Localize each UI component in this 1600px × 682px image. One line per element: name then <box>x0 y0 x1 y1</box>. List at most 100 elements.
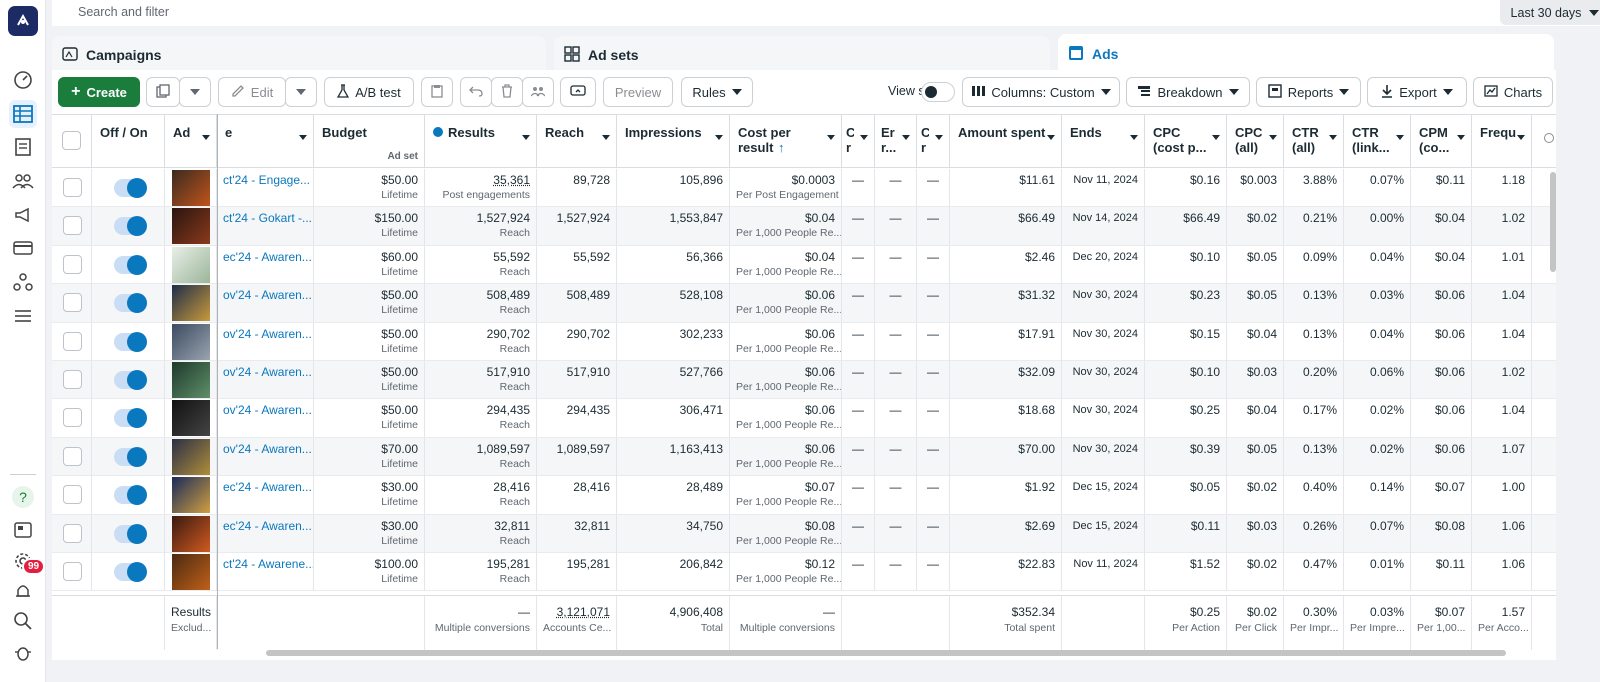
charts-button[interactable]: Charts <box>1473 77 1553 107</box>
columns-button[interactable]: Columns: Custom <box>962 77 1120 107</box>
table-row[interactable]: ct'24 - Engage... $50.00 Lifetime 35,361 P… <box>52 169 1556 207</box>
ad-thumbnail-image[interactable] <box>172 477 210 513</box>
row-checkbox[interactable] <box>63 255 82 274</box>
row-checkbox[interactable] <box>63 447 82 466</box>
business-settings-icon[interactable] <box>9 268 37 296</box>
ads-manager-table-icon[interactable] <box>9 100 37 128</box>
ad-thumbnail-image[interactable] <box>172 208 210 244</box>
edit-dropdown-button[interactable] <box>285 77 317 107</box>
duplicate-button[interactable] <box>146 77 180 107</box>
help-icon[interactable]: ? <box>9 483 37 511</box>
ad-name-link[interactable]: ec'24 - Awaren... <box>223 519 307 534</box>
audiences-icon[interactable] <box>9 167 37 195</box>
ad-on-off-toggle[interactable] <box>114 256 146 274</box>
ad-name-link[interactable]: ct'24 - Gokart -... <box>223 211 307 226</box>
billing-card-icon[interactable] <box>9 234 37 262</box>
undo-button[interactable] <box>460 77 492 107</box>
ad-on-off-toggle[interactable] <box>114 409 146 427</box>
table-row[interactable]: ct'24 - Awarene... $100.00 Lifetime 195,2… <box>52 553 1556 591</box>
row-checkbox[interactable] <box>63 562 82 581</box>
col-ctr-link[interactable]: CTR (link... <box>1344 115 1411 168</box>
news-feed-icon[interactable] <box>9 516 37 544</box>
ad-name-cell[interactable]: ov'24 - Awaren... <box>217 399 314 437</box>
pages-icon[interactable] <box>9 133 37 161</box>
col-ctr-all[interactable]: CTR (all) <box>1284 115 1344 168</box>
create-button[interactable]: + Create <box>58 77 140 107</box>
ad-name-link[interactable]: ct'24 - Engage... <box>223 173 307 188</box>
ad-thumbnail-image[interactable] <box>172 362 210 398</box>
ad-name-link[interactable]: ov'24 - Awaren... <box>223 327 307 342</box>
reports-button[interactable]: Reports <box>1256 77 1361 107</box>
search-icon[interactable] <box>9 607 37 635</box>
search-input[interactable]: Search and filter <box>78 5 169 19</box>
row-checkbox[interactable] <box>63 524 82 543</box>
ad-name-cell[interactable]: ct'24 - Gokart -... <box>217 207 314 245</box>
duplicate-dropdown-button[interactable] <box>179 77 211 107</box>
ad-on-off-toggle[interactable] <box>114 333 146 351</box>
col-ad[interactable]: Ad <box>165 115 217 168</box>
col-impressions[interactable]: Impressions <box>617 115 730 168</box>
col-cost-per-result[interactable]: Cost per result ↑ <box>730 115 842 168</box>
ad-on-off-toggle[interactable] <box>114 448 146 466</box>
publish-button[interactable] <box>560 77 596 107</box>
ad-on-off-toggle[interactable] <box>114 563 146 581</box>
ad-on-off-toggle[interactable] <box>114 179 146 197</box>
col-c2[interactable]: Er r... <box>875 115 917 168</box>
ad-thumbnail-image[interactable] <box>172 516 210 552</box>
search-filter-bar[interactable]: Search and filter Last 30 days <box>52 0 1600 26</box>
megaphone-icon[interactable] <box>9 201 37 229</box>
table-row[interactable]: ov'24 - Awaren... $50.00 Lifetime 517,910… <box>52 361 1556 399</box>
delete-button[interactable] <box>491 77 523 107</box>
ad-name-link[interactable]: ov'24 - Awaren... <box>223 442 307 457</box>
meta-business-logo[interactable] <box>8 6 38 36</box>
ad-name-cell[interactable]: ct'24 - Awarene... <box>217 553 314 591</box>
col-frequency[interactable]: Frequ <box>1472 115 1532 168</box>
menu-icon[interactable] <box>9 302 37 330</box>
ad-on-off-toggle[interactable] <box>114 525 146 543</box>
export-button[interactable]: Export <box>1367 77 1467 107</box>
tab-ads[interactable]: Ads <box>1058 34 1554 74</box>
col-amount-spent[interactable]: Amount spent <box>950 115 1062 168</box>
date-range-picker[interactable]: Last 30 days <box>1500 0 1600 25</box>
ab-test-button[interactable]: A/B test <box>324 77 414 107</box>
col-budget[interactable]: Budget Ad set <box>314 115 425 168</box>
rules-button[interactable]: Rules <box>681 77 753 107</box>
ad-on-off-toggle[interactable] <box>114 371 146 389</box>
assign-people-button[interactable] <box>522 77 554 107</box>
breakdown-button[interactable]: Breakdown <box>1126 77 1250 107</box>
ad-thumbnail-image[interactable] <box>172 170 210 206</box>
table-row[interactable]: ec'24 - Awaren... $30.00 Lifetime 32,811 R… <box>52 515 1556 553</box>
row-checkbox[interactable] <box>63 216 82 235</box>
col-results[interactable]: Results <box>425 115 537 168</box>
vertical-scrollbar[interactable] <box>1550 172 1556 272</box>
ad-name-cell[interactable]: ec'24 - Awaren... <box>217 476 314 514</box>
col-reach[interactable]: Reach <box>537 115 617 168</box>
view-setup-toggle[interactable] <box>921 82 955 102</box>
col-c3[interactable]: C r <box>917 115 950 168</box>
ad-thumbnail-image[interactable] <box>172 247 210 283</box>
table-row[interactable]: ov'24 - Awaren... $50.00 Lifetime 290,702… <box>52 323 1556 361</box>
table-row[interactable]: ct'24 - Gokart -... $150.00 Lifetime 1,52… <box>52 207 1556 245</box>
row-checkbox[interactable] <box>63 178 82 197</box>
preview-button[interactable]: Preview <box>603 77 673 107</box>
col-cpm[interactable]: CPM (co... <box>1411 115 1472 168</box>
ad-thumbnail-image[interactable] <box>172 439 210 475</box>
ad-name-link[interactable]: ec'24 - Awaren... <box>223 250 307 265</box>
ad-on-off-toggle[interactable] <box>114 217 146 235</box>
add-column-icon[interactable] <box>1544 133 1554 143</box>
ad-name-cell[interactable]: ov'24 - Awaren... <box>217 438 314 476</box>
row-checkbox[interactable] <box>63 332 82 351</box>
table-row[interactable]: ov'24 - Awaren... $50.00 Lifetime 508,489… <box>52 284 1556 322</box>
horizontal-scrollbar[interactable] <box>266 650 1506 656</box>
col-cpc-all[interactable]: CPC (all) <box>1227 115 1284 168</box>
ad-name-link[interactable]: ov'24 - Awaren... <box>223 403 307 418</box>
ad-name-link[interactable]: ov'24 - Awaren... <box>223 365 307 380</box>
ad-name-link[interactable]: ec'24 - Awaren... <box>223 480 307 495</box>
edit-button[interactable]: Edit <box>218 77 286 107</box>
tab-adsets[interactable]: Ad sets <box>554 36 1050 74</box>
ad-thumbnail-image[interactable] <box>172 285 210 321</box>
ad-name-cell[interactable]: ct'24 - Engage... <box>217 169 314 207</box>
clipboard-button[interactable] <box>421 77 453 107</box>
table-row[interactable]: ov'24 - Awaren... $70.00 Lifetime 1,089,5… <box>52 438 1556 476</box>
ad-name-cell[interactable]: ec'24 - Awaren... <box>217 246 314 284</box>
